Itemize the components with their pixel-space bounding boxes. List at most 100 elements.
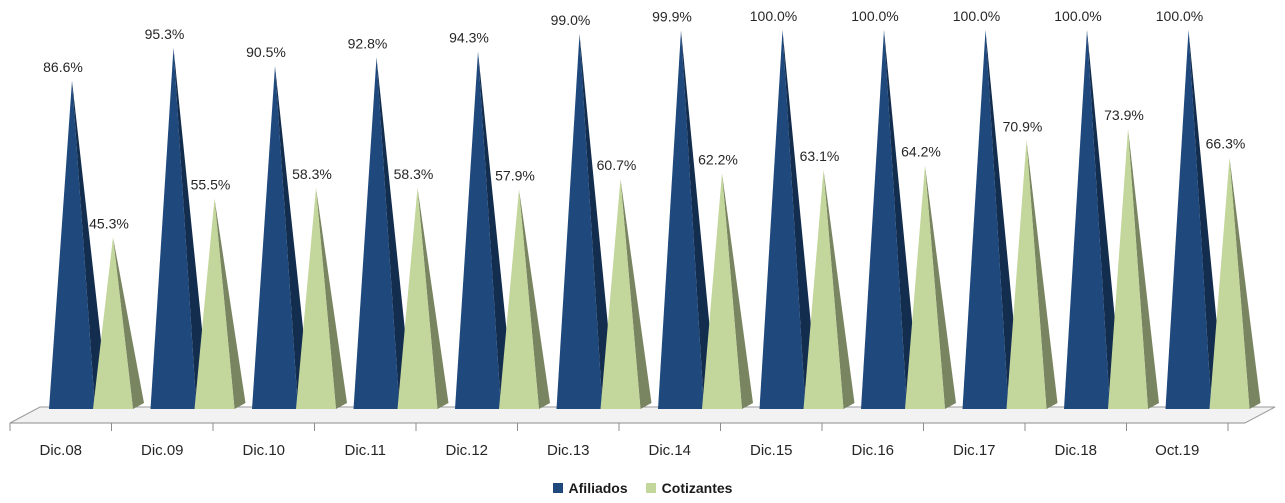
data-label-cotizantes: 57.9% — [495, 168, 535, 184]
data-label-cotizantes: 45.3% — [89, 215, 129, 231]
bar-front-face — [962, 30, 1009, 409]
data-label-cotizantes: 55.5% — [191, 177, 231, 193]
bar-side-face — [823, 169, 855, 409]
bar-afiliados-oct.19 — [1165, 30, 1225, 409]
bar-front-face — [658, 30, 704, 410]
bar-cotizantes-dic.08 — [93, 237, 144, 409]
floor-plane — [9, 406, 1276, 424]
bar-front-face — [150, 47, 197, 410]
data-label-cotizantes: 58.3% — [394, 166, 434, 182]
bar-cotizantes-oct.19 — [1209, 157, 1261, 409]
bar-front-face — [93, 237, 133, 409]
data-label-afiliados: 100.0% — [1156, 8, 1203, 24]
bar-front-face — [1006, 140, 1047, 409]
bar-cotizantes-dic.12 — [499, 189, 550, 409]
bar-side-face — [72, 80, 108, 409]
bar-front-face — [49, 80, 95, 409]
bar-front-face — [556, 33, 603, 409]
bar-side-face — [478, 51, 514, 410]
x-tick-label: Dic.10 — [242, 442, 285, 459]
bar-cotizantes-dic.13 — [600, 178, 652, 409]
bar-front-face — [353, 57, 400, 410]
legend-item-cotizantes: Cotizantes — [645, 480, 733, 496]
data-label-afiliados: 86.6% — [43, 59, 83, 75]
bar-side-face — [1188, 30, 1225, 409]
data-label-afiliados: 92.8% — [348, 35, 388, 51]
data-label-afiliados: 100.0% — [1054, 8, 1101, 24]
x-tick-label: Dic.14 — [648, 442, 691, 459]
bar-side-face — [1128, 128, 1159, 409]
bar-side-face — [1026, 140, 1058, 409]
bar-afiliados-dic.16 — [861, 30, 920, 409]
bar-side-face — [417, 188, 449, 409]
bar-side-face — [579, 33, 616, 409]
bar-front-face — [600, 178, 641, 409]
bar-afiliados-dic.08 — [49, 80, 108, 409]
bar-cotizantes-dic.17 — [1006, 140, 1058, 409]
x-tick-label: Dic.12 — [445, 442, 488, 459]
data-label-cotizantes: 62.2% — [698, 151, 738, 167]
bar-afiliados-dic.13 — [556, 33, 616, 409]
x-tick-label: Dic.11 — [345, 442, 386, 459]
bar-front-face — [499, 189, 539, 409]
bar-cotizantes-dic.10 — [296, 188, 347, 409]
bar-front-face — [759, 30, 806, 409]
x-tick-label: Oct.19 — [1155, 442, 1199, 459]
bar-afiliados-dic.15 — [759, 30, 819, 409]
data-label-afiliados: 94.3% — [449, 30, 489, 46]
x-tick-label: Dic.18 — [1054, 442, 1097, 459]
data-label-cotizantes: 73.9% — [1104, 107, 1144, 123]
bar-front-face — [397, 188, 438, 409]
bar-cotizantes-dic.14 — [702, 173, 753, 409]
data-label-cotizantes: 60.7% — [597, 157, 637, 173]
bar-side-face — [113, 237, 144, 409]
chart-floor — [9, 406, 1276, 424]
bar-afiliados-dic.17 — [962, 30, 1022, 409]
bar-cotizantes-dic.18 — [1108, 128, 1159, 409]
bar-afiliados-dic.10 — [252, 66, 311, 409]
chart-bars — [49, 30, 1261, 410]
data-label-afiliados: 90.5% — [246, 44, 286, 60]
data-label-afiliados: 100.0% — [851, 8, 898, 24]
bar-front-face — [1108, 128, 1148, 409]
legend-swatch-cotizantes — [645, 483, 656, 493]
bar-front-face — [455, 51, 501, 410]
bar-front-face — [1064, 30, 1110, 409]
legend-label-cotizantes: Cotizantes — [661, 480, 733, 496]
bar-side-face — [1229, 157, 1261, 409]
bar-afiliados-dic.14 — [658, 30, 717, 410]
bar-side-face — [620, 178, 652, 409]
data-label-cotizantes: 58.3% — [292, 166, 332, 182]
bar-side-face — [275, 66, 311, 409]
data-label-afiliados: 99.0% — [551, 12, 591, 28]
bar-afiliados-dic.12 — [455, 51, 514, 410]
bar-side-face — [173, 47, 210, 410]
legend-label-afiliados: Afiliados — [568, 480, 628, 496]
legend: Afiliados Cotizantes — [0, 477, 1285, 499]
data-label-afiliados: 95.3% — [145, 26, 185, 42]
bar-side-face — [722, 173, 753, 409]
x-axis: Dic.08 Dic.09 Dic.10 Dic.11 Dic.12 Dic.13 Dic.… — [9, 423, 1229, 459]
bar-side-face — [519, 189, 550, 409]
bar-front-face — [861, 30, 907, 409]
data-label-cotizantes: 64.2% — [901, 144, 941, 160]
bar-side-face — [681, 30, 717, 410]
data-label-cotizantes: 63.1% — [800, 148, 840, 164]
bar-cotizantes-dic.15 — [803, 169, 855, 409]
bar-side-face — [884, 30, 920, 409]
bar-side-face — [376, 57, 413, 410]
data-label-afiliados: 100.0% — [953, 8, 1000, 24]
bar-afiliados-dic.18 — [1064, 30, 1123, 409]
x-tick-label: Dic.08 — [39, 442, 82, 459]
data-label-cotizantes: 70.9% — [1003, 118, 1043, 134]
bar-cotizantes-dic.16 — [905, 165, 956, 409]
bar-front-face — [702, 173, 742, 409]
bar-afiliados-dic.09 — [150, 47, 210, 410]
bar-side-face — [316, 188, 347, 409]
data-label-afiliados: 99.9% — [652, 8, 692, 24]
data-label-afiliados: 100.0% — [750, 8, 797, 24]
bar-cotizantes-dic.11 — [397, 188, 449, 409]
x-tick-label: Dic.16 — [851, 442, 894, 459]
x-tick-label: Dic.17 — [953, 442, 996, 459]
legend-swatch-afiliados — [552, 483, 563, 493]
